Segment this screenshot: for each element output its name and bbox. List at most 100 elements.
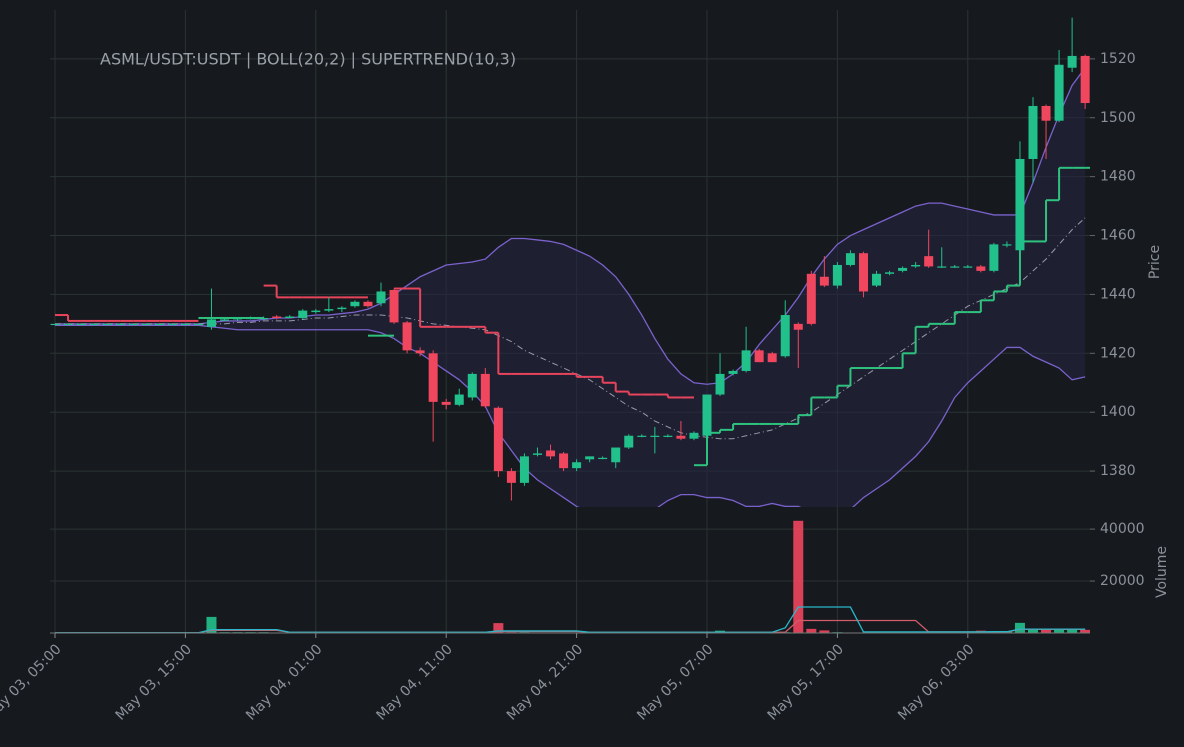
candle-body	[794, 324, 803, 330]
candle-body	[872, 274, 881, 286]
candle-body	[624, 436, 633, 448]
candle-body	[181, 324, 190, 325]
candle-body	[729, 371, 738, 374]
candle-body	[77, 324, 86, 325]
candle-body	[337, 308, 346, 309]
chart-title: ASML/USDT:USDT | BOLL(20,2) | SUPERTREND…	[100, 50, 516, 69]
candle-body	[481, 374, 490, 406]
candle-body	[937, 266, 946, 267]
candle-body	[390, 290, 399, 322]
candle-body	[885, 272, 894, 273]
candle-body	[781, 315, 790, 356]
y-tick-label: 1400	[1100, 404, 1136, 420]
candle-body	[246, 318, 255, 319]
candle-body	[703, 395, 712, 436]
candle-body	[90, 324, 99, 325]
x-tick-label: May 03, 05:00	[0, 641, 65, 723]
candle-body	[220, 319, 229, 320]
candle-body	[207, 319, 216, 326]
candle-body	[416, 350, 425, 353]
candle-body	[285, 317, 294, 318]
x-tick-label: May 04, 11:00	[374, 641, 456, 723]
candle-body	[807, 274, 816, 324]
volume-bar	[806, 629, 816, 633]
candle-body	[377, 291, 386, 303]
y-tick-label: 1440	[1100, 286, 1136, 302]
candle-body	[403, 322, 412, 350]
volume-axis-label: Volume	[1154, 546, 1170, 598]
volume-tick-label: 20000	[1100, 573, 1145, 589]
candle-body	[963, 266, 972, 267]
volume-tick-label: 40000	[1100, 521, 1145, 537]
x-tick-label: May 05, 07:00	[634, 641, 716, 723]
candle-body	[950, 266, 959, 267]
x-tick-label: May 03, 15:00	[113, 641, 195, 723]
candle-body	[442, 402, 451, 405]
y-tick-label: 1420	[1100, 345, 1136, 361]
candle-body	[768, 353, 777, 362]
y-tick-label: 1480	[1100, 169, 1136, 185]
candle-body	[142, 324, 151, 325]
x-tick-label: May 04, 21:00	[504, 641, 586, 723]
candle-body	[689, 433, 698, 439]
candle-body	[989, 244, 998, 270]
candle-body	[272, 317, 281, 318]
candle-body	[64, 324, 73, 325]
candle-body	[350, 302, 359, 306]
candle-body	[742, 350, 751, 371]
volume-bar	[1054, 630, 1064, 633]
candle-body	[637, 436, 646, 437]
candle-body	[363, 302, 372, 306]
candle-body	[103, 324, 112, 325]
candle-body	[155, 324, 164, 325]
y-tick-label: 1520	[1100, 51, 1136, 67]
y-axis-label: Price	[1147, 245, 1163, 279]
candle-body	[194, 324, 203, 325]
volume-panel	[50, 521, 1090, 633]
candle-body	[911, 265, 920, 266]
candle-body	[259, 318, 268, 319]
candle-body	[976, 266, 985, 270]
candle-body	[168, 324, 177, 325]
candle-body	[468, 374, 477, 398]
candle-body	[311, 311, 320, 312]
candle-body	[820, 277, 829, 286]
candle-body	[298, 311, 307, 318]
candle-body	[755, 350, 764, 362]
price-panel	[51, 18, 1091, 521]
candle-body	[663, 436, 672, 437]
candle-body	[676, 436, 685, 439]
candle-body	[520, 456, 529, 482]
candle-body	[1055, 65, 1064, 121]
candle-body	[533, 453, 542, 454]
candle-body	[572, 462, 581, 468]
candle-body	[716, 374, 725, 395]
x-tick-label: May 05, 17:00	[765, 641, 847, 723]
volume-bar	[1015, 623, 1025, 633]
candle-body	[611, 448, 620, 463]
candle-body	[1029, 106, 1038, 159]
y-tick-label: 1380	[1100, 463, 1136, 479]
candle-body	[507, 471, 516, 483]
candle-body	[546, 450, 555, 456]
candle-body	[846, 253, 855, 265]
y-tick-label: 1460	[1100, 228, 1136, 244]
candle-body	[650, 436, 659, 437]
candle-body	[1081, 56, 1090, 103]
candle-body	[1042, 106, 1051, 121]
candle-body	[924, 256, 933, 266]
candle-body	[559, 453, 568, 468]
candle-body	[116, 324, 125, 325]
candle-body	[585, 456, 594, 459]
x-tick-label: May 06, 03:00	[895, 641, 977, 723]
candle-body	[324, 309, 333, 310]
candle-body	[455, 395, 464, 405]
candle-body	[51, 324, 60, 325]
candle-body	[429, 353, 438, 402]
volume-bar	[793, 521, 803, 633]
candle-body	[129, 324, 138, 325]
x-tick-label: May 04, 01:00	[243, 641, 325, 723]
candle-body	[598, 458, 607, 459]
candle-body	[1068, 56, 1077, 68]
